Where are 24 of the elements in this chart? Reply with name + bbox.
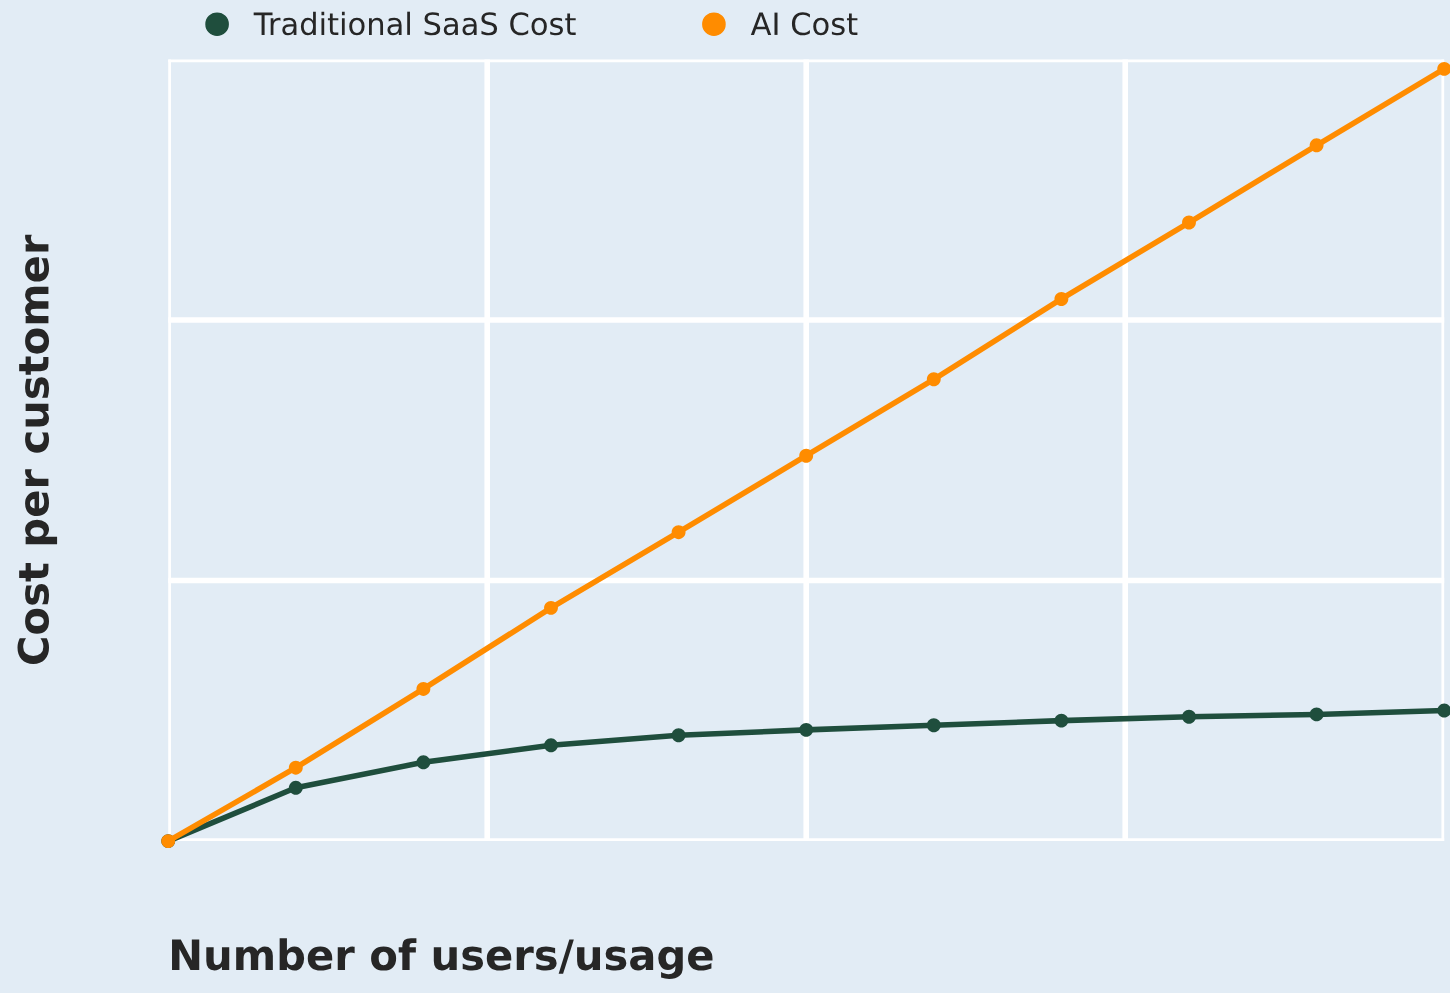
point [671, 728, 686, 743]
point [1309, 138, 1324, 153]
legend-label: Traditional SaaS Cost [253, 11, 576, 36]
x-axis-title: Number of users/usage [172, 938, 713, 979]
point [1182, 709, 1196, 724]
point [416, 682, 431, 696]
point [288, 780, 303, 795]
point [1054, 713, 1069, 728]
point [926, 372, 941, 387]
point [288, 760, 303, 775]
point [544, 600, 558, 615]
legend-label: AI Cost [750, 12, 858, 36]
point [671, 525, 686, 540]
point [926, 718, 941, 733]
point [1054, 292, 1069, 306]
y-axis-title: Cost per customer [17, 234, 58, 664]
point [799, 722, 814, 737]
point [1182, 215, 1196, 230]
point [416, 755, 431, 770]
point [544, 738, 558, 753]
point [1309, 707, 1324, 722]
point [799, 448, 814, 463]
point [1437, 703, 1450, 718]
point [1437, 61, 1450, 76]
